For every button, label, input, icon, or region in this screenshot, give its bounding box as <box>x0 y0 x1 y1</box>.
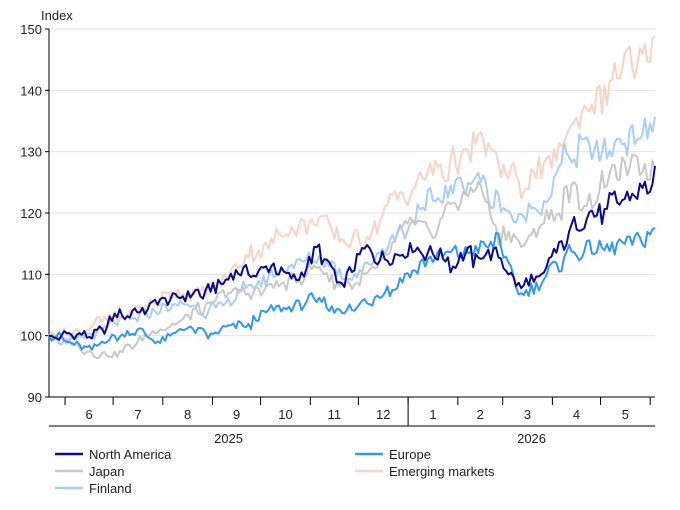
series-line-japan <box>48 153 656 359</box>
y-tick-label-110: 110 <box>21 267 42 282</box>
y-axis-label: Index <box>41 8 73 23</box>
x-tick-label-7: 7 <box>134 407 141 422</box>
series-line-europe <box>48 227 656 351</box>
legend-label-emerging-markets: Emerging markets <box>389 464 495 479</box>
legend: North America Europe Japan Emerging markets… <box>55 447 495 496</box>
x-tick-label-12: 12 <box>376 407 390 422</box>
legend-label-north-america: North America <box>89 447 172 462</box>
x-tick-label-3: 3 <box>524 407 531 422</box>
x-tick-label-5: 5 <box>622 407 629 422</box>
y-tick-label-90: 90 <box>28 390 42 405</box>
y-tick-label-140: 140 <box>20 83 42 98</box>
series-line-emerging-markets <box>48 35 656 339</box>
y-tick-label-150: 150 <box>20 22 42 37</box>
y-tick-label-130: 130 <box>20 145 42 160</box>
y-axis: 90 100 110 120 130 140 150 <box>20 22 50 405</box>
x-tick-label-9: 9 <box>233 407 240 422</box>
x-tick-label-11: 11 <box>328 407 342 422</box>
gridlines <box>49 28 655 398</box>
x-tick-label-2: 2 <box>477 407 484 422</box>
y-tick-label-120: 120 <box>20 206 42 221</box>
legend-label-finland: Finland <box>89 481 132 496</box>
series-lines <box>48 35 656 359</box>
x-tick-label-8: 8 <box>184 407 191 422</box>
x-tick-label-1: 1 <box>429 407 436 422</box>
year-label-2026: 2026 <box>517 431 546 446</box>
x-tick-label-6: 6 <box>85 407 92 422</box>
x-tick-label-4: 4 <box>573 407 580 422</box>
x-tick-label-10: 10 <box>278 407 292 422</box>
legend-label-europe: Europe <box>389 447 431 462</box>
y-tick-label-100: 100 <box>20 329 42 344</box>
legend-label-japan: Japan <box>89 464 124 479</box>
series-line-finland <box>48 116 656 346</box>
year-label-2025: 2025 <box>214 431 243 446</box>
series-line-north-america <box>48 165 656 341</box>
